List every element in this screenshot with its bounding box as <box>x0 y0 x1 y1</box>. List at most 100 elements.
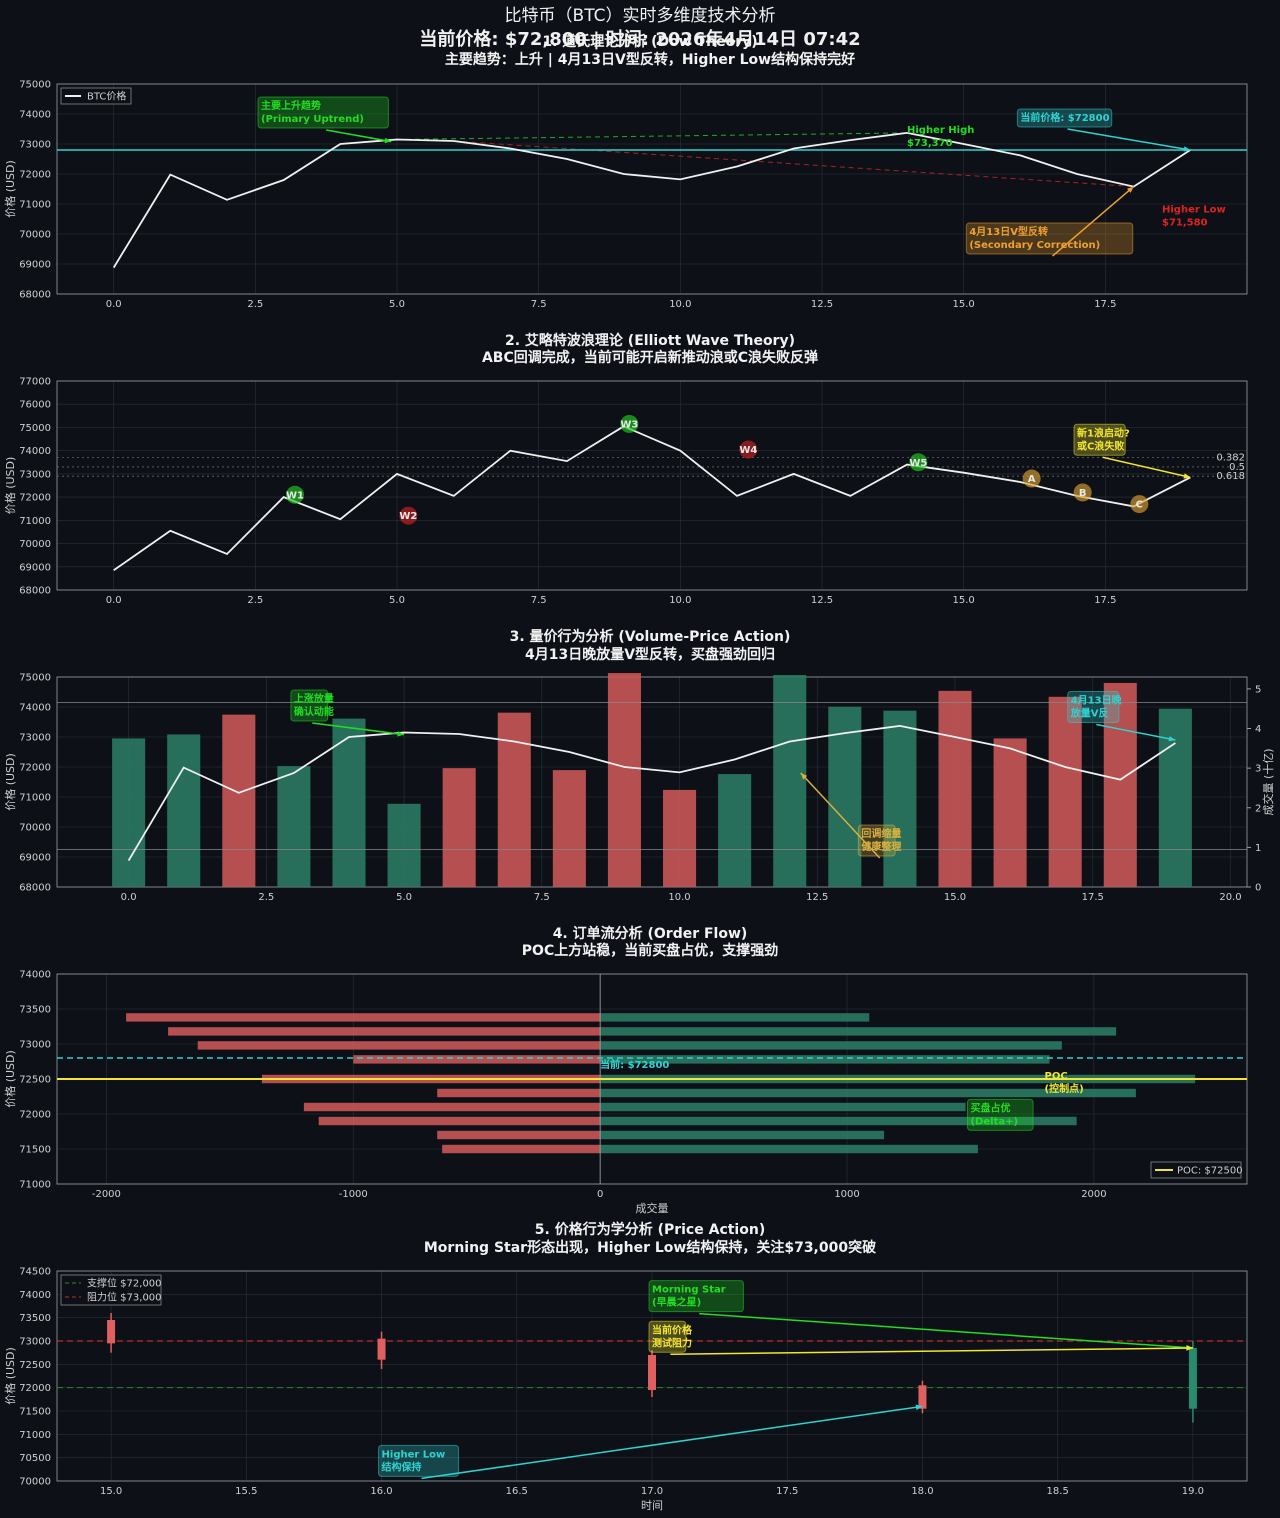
annotation-arrowhead <box>1183 146 1191 152</box>
wave-marker <box>739 440 758 459</box>
annotation-arrowhead <box>915 1404 923 1410</box>
annotation-arrow <box>1052 186 1135 257</box>
y-axis-label: 价格 (USD) <box>3 1347 17 1405</box>
volume-bar <box>387 803 421 887</box>
y-tick-label: 73000 <box>19 1040 51 1051</box>
annotation-box <box>1073 423 1126 456</box>
panel-subtitle: POC上方站稳，当前买盘占优，支撑强劲 <box>522 942 778 959</box>
sell-volume-bar <box>442 1144 601 1154</box>
volume-bar <box>883 710 917 887</box>
annotation-box <box>648 1280 744 1313</box>
y-tick-label: 71000 <box>19 516 51 527</box>
x-tick-label: 15.0 <box>953 299 975 310</box>
y-tick-label: 72000 <box>19 493 51 504</box>
y-tick-label: 73500 <box>19 1005 51 1016</box>
y-tick-label: 69000 <box>19 562 51 573</box>
annotation-delta-label: 买盘占优 <box>970 1101 1010 1114</box>
x-tick-label: 2.5 <box>247 299 263 310</box>
y-tick-label: 71000 <box>19 1180 51 1191</box>
annotation-delta-label: (Delta+) <box>970 1116 1018 1127</box>
sell-volume-bar <box>126 1013 601 1022</box>
x-tick-label: 16.5 <box>506 1486 528 1497</box>
x-tick-label: 20.0 <box>1219 892 1241 903</box>
plot-frame <box>56 380 1248 591</box>
buy-volume-bar <box>600 1144 978 1154</box>
annotation-test-resistance: 测试阻力 <box>652 1336 692 1349</box>
y-tick-label: 68000 <box>19 290 51 301</box>
x-tick-label: 12.5 <box>811 299 833 310</box>
x-tick-label: 0.0 <box>121 892 137 903</box>
wave-label: B <box>1079 488 1087 499</box>
y-axis-label: 价格 (USD) <box>3 753 17 811</box>
volume-bar <box>442 768 476 887</box>
annotation-arrow <box>699 1312 1193 1349</box>
x-tick-label: 15.0 <box>944 892 966 903</box>
annotation-arrow <box>1102 456 1191 479</box>
y-tick-label: 75000 <box>19 673 51 684</box>
y-tick-label: 70000 <box>19 539 51 550</box>
figure-title: 比特币（BTC）实时多维度技术分析 <box>505 6 776 26</box>
legend-box <box>1150 1161 1242 1179</box>
annotation-box <box>1067 691 1120 723</box>
y-tick-label: 69000 <box>19 260 51 271</box>
x-tick-label: 15.0 <box>953 595 975 606</box>
y-tick-label: 72000 <box>19 763 51 774</box>
y2-tick-label: 4 <box>1255 724 1261 735</box>
y2-tick-label: 3 <box>1255 764 1261 775</box>
wave-marker <box>1022 469 1041 488</box>
x-tick-label: 19.0 <box>1182 1486 1204 1497</box>
plot-frame <box>56 83 1248 295</box>
volume-bar <box>1048 696 1082 887</box>
buy-volume-bar <box>600 1055 1050 1064</box>
annotation-arrowhead <box>397 731 405 737</box>
x-tick-label: 16.0 <box>370 1486 392 1497</box>
wave-label: W5 <box>909 458 927 469</box>
y-tick-label: 73000 <box>19 1337 51 1348</box>
annotation-higher-low-structure: Higher Low <box>382 1449 446 1460</box>
annotation-arrow <box>800 772 881 859</box>
annotation-volume-confirm: 上涨放量 <box>294 692 334 705</box>
y-tick-label: 71500 <box>19 1145 51 1156</box>
buy-volume-bar <box>600 1041 1062 1050</box>
annotation-arrowhead <box>1183 473 1191 479</box>
y-tick-label: 69000 <box>19 853 51 864</box>
y-axis-label: 价格 (USD) <box>3 1050 17 1108</box>
annotation-arrowhead <box>1186 1345 1193 1351</box>
y-tick-label: 72000 <box>19 170 51 181</box>
lower-trendline <box>453 140 1134 188</box>
annotation-primary-uptrend: (Primary Uptrend) <box>261 114 364 125</box>
volume-bar <box>828 706 862 887</box>
y-tick-label: 72500 <box>19 1360 51 1371</box>
y-tick-label: 72000 <box>19 1383 51 1394</box>
y2-tick-label: 0 <box>1255 883 1261 894</box>
volume-bar <box>222 714 256 887</box>
annotation-shrink-adjust: 回调缩量 <box>861 827 901 840</box>
panel-elliott: 2. 艾略特波浪理论 (Elliott Wave Theory)ABC回调完成，… <box>3 332 1248 606</box>
y-axis-label: 价格 (USD) <box>3 457 17 515</box>
x-tick-label: 2.5 <box>247 595 263 606</box>
volume-bar <box>497 712 531 887</box>
annotation-volume-confirm: 确认动能 <box>294 705 334 718</box>
y-tick-label: 73000 <box>19 140 51 151</box>
candle-body <box>377 1338 386 1360</box>
annotation-v-reversal-volume: 放量V反 <box>1070 707 1109 720</box>
annotation-shrink-adjust: 健康整理 <box>861 840 901 853</box>
panel-title: 3. 量价行为分析 (Volume-Price Action) <box>510 628 791 645</box>
x-tick-label: 0.0 <box>106 299 122 310</box>
panel-dow: 1. 道氏理论分析 (Dow Theory)主要趋势：上升 | 4月13日V型反… <box>3 33 1248 310</box>
y-tick-label: 71000 <box>19 793 51 804</box>
panel-volume: 3. 量价行为分析 (Volume-Price Action)4月13日晚放量V… <box>3 628 1275 903</box>
annotation-new-wave: 或C浪失败 <box>1077 439 1124 452</box>
sell-volume-bar <box>353 1055 601 1064</box>
volume-bar <box>938 690 972 887</box>
annotation-arrowhead <box>1168 736 1176 742</box>
buy-volume-bar <box>600 1130 885 1140</box>
y-tick-label: 68000 <box>19 586 51 597</box>
x-tick-label: 1000 <box>834 1189 859 1200</box>
x-tick-label: 0 <box>597 1189 603 1200</box>
y-tick-label: 74500 <box>19 1267 51 1278</box>
candle-body <box>918 1385 927 1409</box>
volume-bar <box>993 738 1027 887</box>
annotation-v-reversal: 4月13日V型反转 <box>969 225 1048 238</box>
sell-volume-bar <box>303 1102 601 1112</box>
